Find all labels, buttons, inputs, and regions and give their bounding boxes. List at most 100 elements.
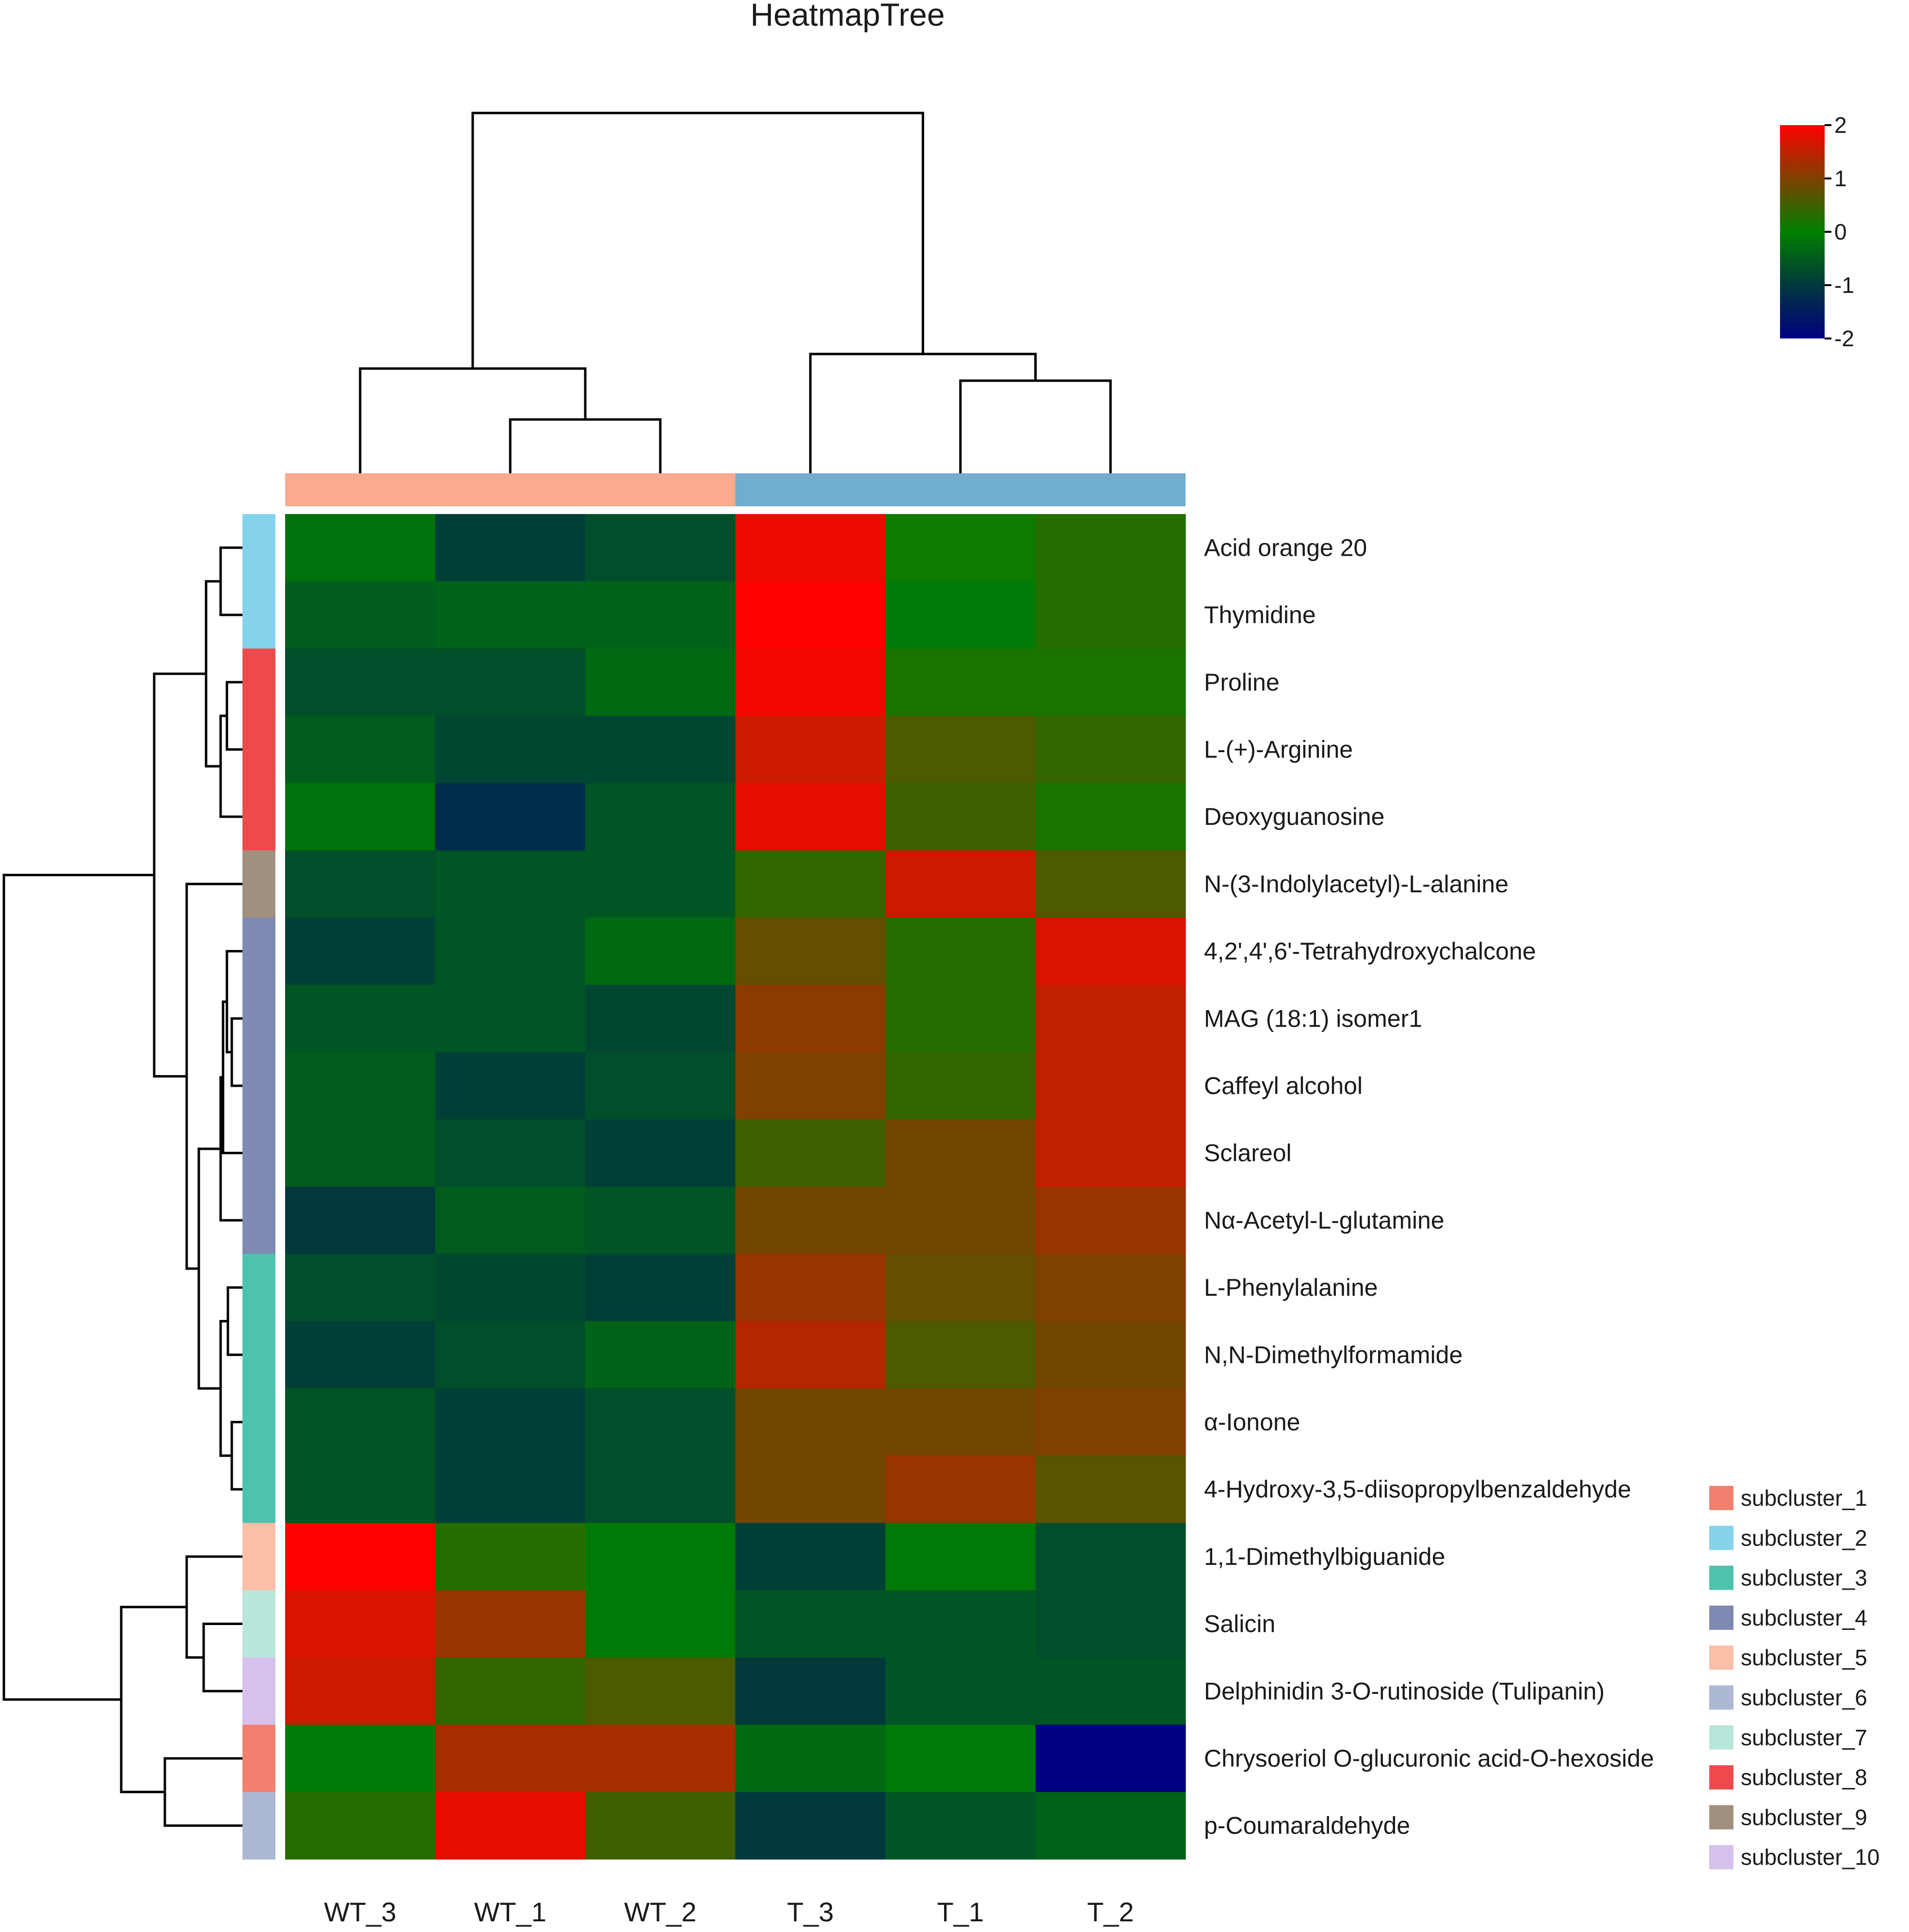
legend-swatch [1709, 1765, 1733, 1790]
legend-label: subcluster_9 [1741, 1804, 1867, 1830]
heatmap-cell [1035, 1321, 1186, 1389]
heatmap-cell [885, 1523, 1036, 1591]
row-label: Chrysoeriol O-glucuronic acid-O-hexoside [1204, 1745, 1654, 1772]
heatmap-cell [1035, 1724, 1186, 1792]
dendrogram-link [202, 1623, 242, 1692]
column-label: T_2 [1087, 1897, 1134, 1927]
dendrogram-link [226, 1286, 242, 1356]
row-label: L-Phenylalanine [1204, 1274, 1378, 1301]
heatmap-cell [735, 1254, 886, 1321]
heatmap-cell [735, 1321, 886, 1389]
row-labels: Acid orange 20 Thymidine Proline L-(+)-Argi… [1204, 534, 1654, 1839]
heatmap-cell [1035, 1388, 1186, 1456]
column-label: WT_2 [624, 1897, 696, 1927]
heatmap-cell [435, 1657, 586, 1725]
heatmap-cell [585, 918, 736, 985]
legend-swatch [1709, 1565, 1733, 1590]
dendrogram-link [230, 1420, 242, 1491]
heatmap-cell [435, 1187, 586, 1255]
subcluster-legend: subcluster_1 subcluster_2 subcluster_3subc… [1709, 1485, 1879, 1870]
row-label: MAG (18:1) isomer1 [1204, 1005, 1422, 1032]
heatmap-cell [735, 1590, 886, 1658]
heatmap-cell [1035, 918, 1186, 985]
heatmap-cell [285, 1724, 436, 1792]
heatmap-cell [285, 1187, 436, 1255]
heatmap-cell [285, 648, 436, 716]
row-cluster-band [242, 783, 275, 851]
heatmap-cell [285, 1657, 436, 1725]
legend-label: subcluster_6 [1741, 1685, 1867, 1710]
heatmap-cell [585, 984, 736, 1053]
row-label: 4-Hydroxy-3,5-diisopropylbenzaldehyde [1204, 1476, 1631, 1503]
heatmap-cell [285, 514, 436, 582]
heatmap-cell [435, 1590, 586, 1658]
dendrogram-link [219, 1320, 232, 1457]
row-label: N,N-Dimethylformamide [1204, 1341, 1462, 1368]
heatmap-cell [285, 1321, 436, 1389]
heatmap-cell [1035, 716, 1186, 784]
row-cluster-band [242, 918, 275, 985]
row-cluster-band [242, 1657, 275, 1725]
heatmap-cell [1035, 1792, 1186, 1860]
heatmap-cell [285, 1388, 436, 1456]
legend-label: subcluster_2 [1741, 1525, 1867, 1550]
row-label: N-(3-Indolylacetyl)-L-alanine [1204, 870, 1508, 898]
heatmap-cell [435, 918, 586, 985]
row-cluster-band [242, 1321, 275, 1389]
heatmap-cell [885, 984, 1036, 1053]
row-label: Salicin [1204, 1610, 1275, 1638]
heatmap-cell [885, 1388, 1036, 1456]
column-labels: WT_3 WT_1 WT_2 T_3 T_1 T_2 [324, 1897, 1134, 1927]
dendrogram-link [471, 112, 924, 369]
dendrogram-link [153, 672, 206, 1078]
dendrogram-link [809, 353, 1037, 473]
dendrogram-link [163, 1757, 242, 1827]
heatmap-cell [435, 1455, 586, 1524]
row-label: Proline [1204, 669, 1280, 696]
dendrogram-link [219, 714, 242, 818]
heatmap-cell [1035, 984, 1186, 1053]
heatmap-cell [735, 648, 886, 716]
heatmap-cell [1035, 1187, 1186, 1255]
color-scale-legend: 2 1 0 -1 -2 [1780, 113, 1854, 351]
dendrogram-link [230, 1017, 242, 1087]
row-label: L-(+)-Arginine [1204, 736, 1353, 763]
dendrogram-link [959, 379, 1112, 473]
heatmap-cell [435, 783, 586, 851]
heatmap-cell [735, 514, 886, 582]
colorbar-tick-label: -1 [1834, 273, 1854, 298]
legend-swatch [1709, 1845, 1733, 1869]
heatmap-cell [735, 918, 886, 985]
heatmap-cell [885, 1321, 1036, 1389]
heatmap-cell [585, 1187, 736, 1255]
row-cluster-bar [242, 514, 275, 1860]
heatmap-cell [885, 1455, 1036, 1524]
dendrogram-link [225, 950, 242, 1054]
heatmap-cell [885, 850, 1036, 918]
row-label: Sclareol [1204, 1140, 1292, 1167]
heatmap-cell [285, 1792, 436, 1860]
heatmap-cell [885, 1052, 1036, 1120]
heatmap-cell [885, 716, 1036, 784]
dendrogram-link [509, 418, 662, 473]
row-label: Deoxyguanosine [1204, 803, 1385, 830]
heatmap-cell [285, 1254, 436, 1321]
heatmap-cell [435, 1388, 586, 1456]
heatmap-cell [1035, 1590, 1186, 1658]
dendrogram-link [205, 580, 221, 768]
heatmap-cell [735, 1724, 886, 1792]
heatmap-cell [585, 1455, 736, 1524]
heatmap-cell [885, 1657, 1036, 1725]
legend-swatch [1709, 1526, 1733, 1550]
legend-swatch [1709, 1486, 1733, 1510]
row-cluster-band [242, 1119, 275, 1187]
row-cluster-band [242, 648, 275, 716]
heatmap-cell [435, 1254, 586, 1321]
heatmap-cell [735, 783, 886, 851]
heatmap-cell [285, 1590, 436, 1658]
heatmap-cell [585, 1119, 736, 1187]
row-label: 1,1-Dimethylbiguanide [1204, 1543, 1445, 1570]
column-dendrogram [359, 112, 1112, 473]
heatmap-cell [585, 514, 736, 582]
heatmap-cell [885, 783, 1036, 851]
